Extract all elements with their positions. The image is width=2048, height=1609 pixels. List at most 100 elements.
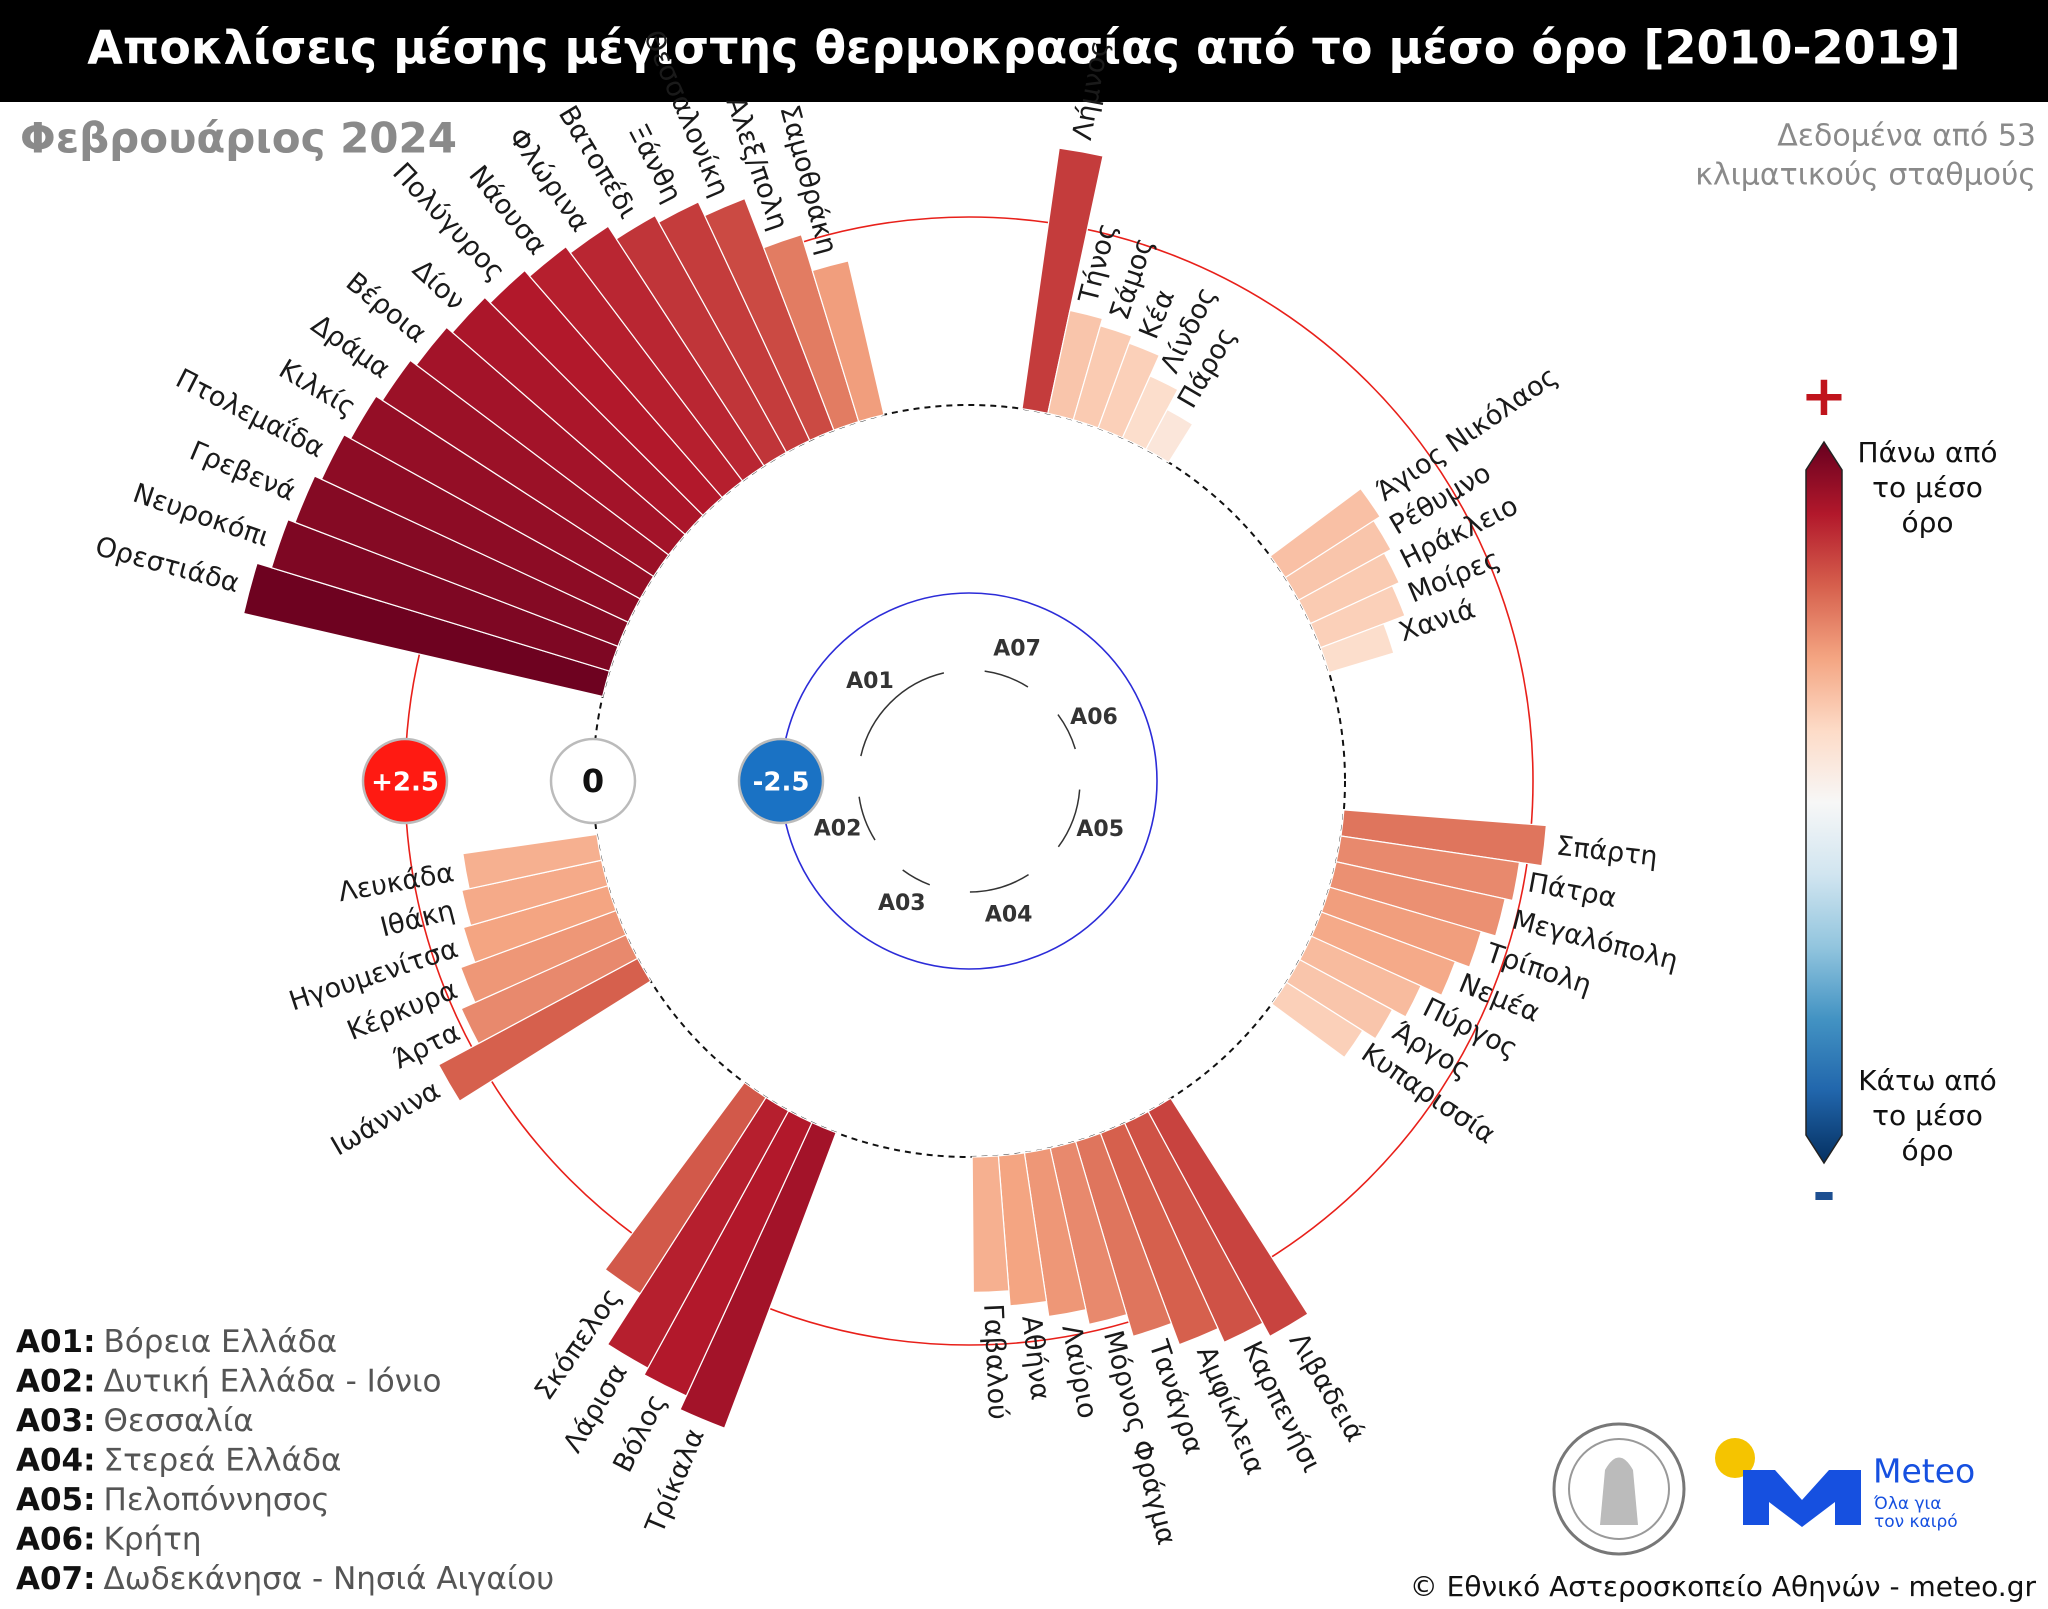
legend-entry: A01: Βόρεια Ελλάδα [16,1324,337,1360]
legend-entry: A06: Κρήτη [16,1521,202,1557]
bar [1145,408,1194,464]
group-label: A05 [1076,817,1124,842]
logo-slogan: Όλα για [1873,1494,1942,1514]
group-label: A02 [814,816,862,841]
bar [1023,1147,1087,1318]
bar [459,909,627,1004]
category-label: Ιωάννινα [326,1075,446,1162]
y-tick-label: 0 [582,762,604,800]
category-label: Λαύριο [1055,1322,1103,1421]
category-label: Πάτρα [1526,867,1619,914]
category-label: Σαμοθράκη [773,102,843,258]
group-arc [984,670,1029,688]
group-arc [969,874,1029,893]
bar [1340,809,1547,867]
group-label: A06 [1070,705,1118,730]
legend-label: Θεσσαλία [104,1403,254,1439]
bar [1074,1132,1173,1338]
legend-key: A05: [16,1482,96,1518]
bar [1335,835,1521,902]
legend-key: A03: [16,1403,96,1439]
bar [1047,309,1104,421]
bar [1021,147,1104,415]
legend-label: Πελοπόννησος [104,1482,330,1518]
legend-key: A06: [16,1521,96,1557]
bar [643,1110,813,1397]
chart-title: Αποκλίσεις μέσης μέγιστης θερμοκρασίας α… [87,21,1960,75]
colorbar-bottom-label: Κάτω από το μέσο όρο [1858,1064,1997,1167]
tick-badge [361,737,449,825]
bar [1049,1140,1128,1326]
group-arc [858,796,876,841]
category-label: Χανιά [1395,594,1479,649]
colorbar-top-label: Πάνω από το μέσο όρο [1857,436,1998,539]
bar [1269,487,1381,579]
bar [1284,519,1392,601]
grid-circle [780,592,1158,970]
bar [462,884,617,964]
bar [415,326,686,556]
legend-entry: A03: Θεσσαλία [16,1403,254,1439]
bar [1072,325,1133,429]
group-label: A03 [878,891,926,916]
category-label: Αθήνα [1015,1314,1055,1402]
bar [811,260,885,423]
bar [997,1152,1048,1307]
bar [528,245,744,499]
group-arc [860,672,945,757]
colorbar [1805,440,1843,1165]
bar [460,934,639,1045]
note: Δεδομένα από 53 [1777,119,2036,154]
logo-brand: Meteo [1873,1452,1975,1491]
legend-key: A04: [16,1442,96,1478]
note: κλιματικούς σταθμούς [1695,158,2036,193]
bar [461,859,609,927]
y-tick-label: +2.5 [371,768,439,798]
legend-entry: A02: Δυτική Ελλάδα - Ιόνιο [16,1363,442,1399]
chart-subtitle: Φεβρουάριος 2024 [20,114,457,163]
bar [270,518,619,672]
colorbar-plus: + [1801,364,1848,429]
legend-label: Στερεά Ελλάδα [104,1442,342,1478]
legend-key: A02: [16,1363,96,1399]
legend-entry: A05: Πελοπόννησος [16,1482,330,1518]
bar [569,225,765,482]
logo-slogan: τον καιρό [1874,1512,1958,1532]
bar [971,1155,1010,1293]
bar [437,957,652,1102]
bar [451,296,704,536]
colorbar-bottom-box: Κάτω από το μέσο όρο [1858,1064,1997,1167]
bar [1328,861,1506,937]
bar [1320,886,1482,968]
bar [1319,622,1395,674]
tick-badge [549,737,637,825]
bar [1270,981,1364,1059]
grid-circle [592,404,1346,1158]
legend-entry: A04: Στερεά Ελλάδα [16,1442,341,1478]
category-label: Δίον [406,254,470,317]
header-band [0,0,2048,102]
colorbar-minus: - [1812,1161,1835,1226]
bar [762,233,860,431]
bar [679,1121,837,1429]
bar [1309,584,1406,649]
category-label: Ορεστιάδα [92,531,243,599]
group-label: A07 [993,637,1041,662]
logo-m [1743,1470,1861,1527]
legend-key: A07: [16,1561,96,1597]
bar [294,475,629,648]
bar [1123,1110,1264,1344]
bar [1121,375,1179,451]
legend-entry: A07: Δωδεκάνησα - Νησιά Αιγαίου [16,1561,554,1597]
bar [1310,911,1457,997]
legend-label: Βόρεια Ελλάδα [104,1324,338,1360]
logo-dot [1715,1438,1755,1478]
bar [1147,1097,1309,1338]
group-label: A01 [846,669,894,694]
bar [320,434,641,623]
bar [615,214,788,467]
bar [604,1081,767,1295]
legend-label: Κρήτη [104,1521,202,1557]
